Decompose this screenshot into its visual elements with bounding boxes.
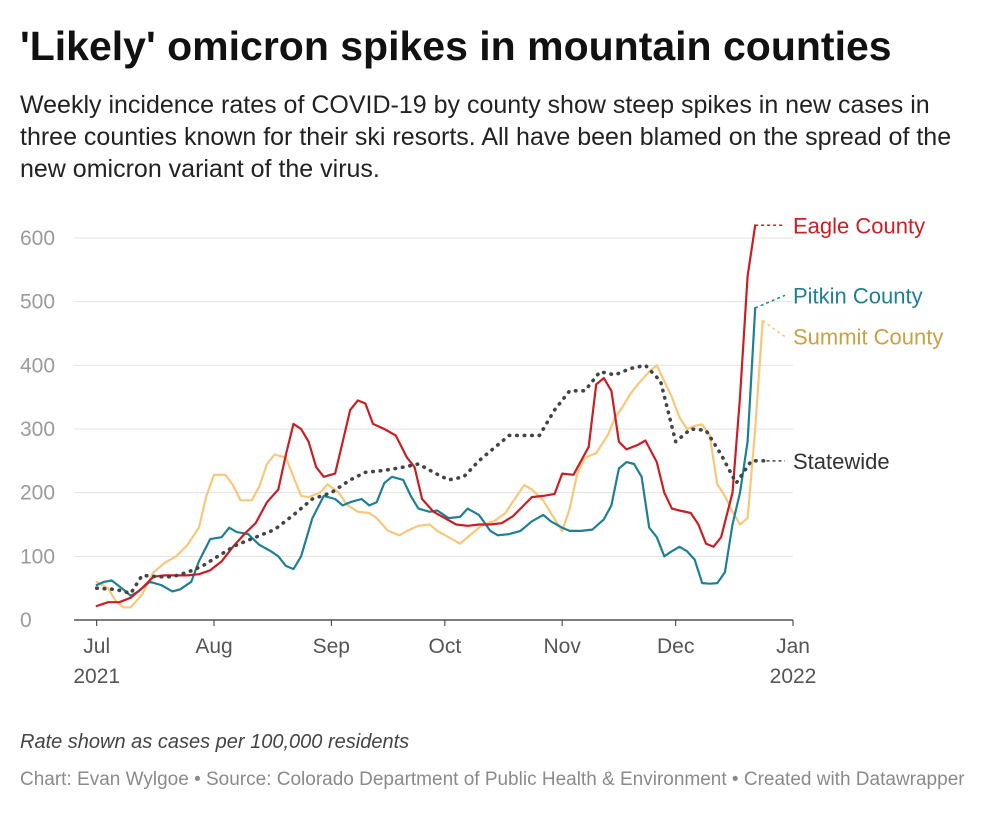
y-tick-label: 100 (20, 545, 55, 568)
series-line-summit-county (95, 319, 764, 609)
x-tick-label: Dec (657, 635, 694, 658)
series-label-statewide: Statewide (793, 449, 890, 474)
y-tick-label: 500 (20, 291, 55, 314)
y-tick-label: 400 (20, 354, 55, 377)
y-tick-label: 600 (20, 227, 55, 250)
chart-notes: Rate shown as cases per 100,000 resident… (20, 731, 410, 753)
series-line-statewide (94, 363, 769, 596)
chart-byline: Chart: Evan Wylgoe • Source: Colorado De… (20, 769, 965, 790)
y-tick-label: 200 (20, 482, 55, 505)
x-tick-label: Oct (429, 635, 462, 658)
x-tick-year: 2021 (73, 665, 120, 688)
x-tick-label: Jul (83, 635, 110, 658)
chart-subtitle: Weekly incidence rates of COVID-19 by co… (20, 91, 952, 183)
series-line-eagle-county (95, 224, 757, 608)
x-tick-label: Jan (776, 635, 810, 658)
series-label-pitkin-county: Pitkin County (793, 283, 923, 308)
x-tick-label: Sep (313, 635, 350, 658)
x-tick-year: 2022 (770, 665, 817, 688)
x-tick-label: Nov (543, 635, 581, 658)
series-label-summit-county: Summit County (793, 325, 943, 350)
series-line-pitkin-county (95, 306, 757, 597)
series-label-eagle-county: Eagle County (793, 213, 925, 238)
x-tick-label: Aug (195, 635, 232, 658)
y-tick-label: 300 (20, 418, 55, 441)
chart-title: 'Likely' omicron spikes in mountain coun… (20, 23, 892, 69)
leader-summit-county (762, 320, 786, 338)
line-chart: 0 100 200 300 400 500 600 Jul 2021 Aug Sep Oct Nov D… (20, 213, 943, 688)
y-tick-label: 0 (20, 609, 32, 632)
